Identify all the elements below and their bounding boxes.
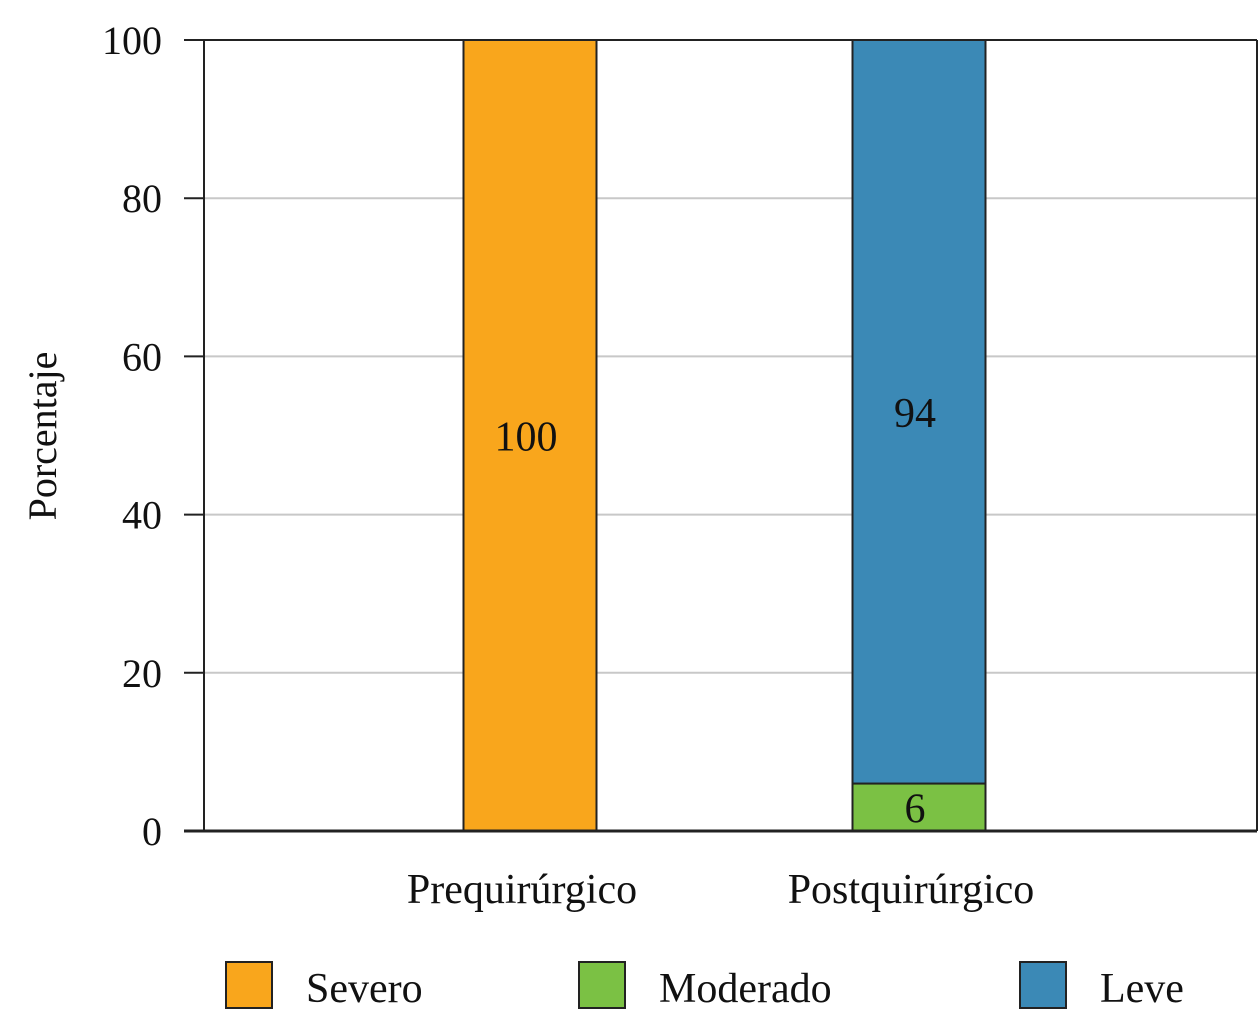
gridlines [204,197,1257,674]
legend: Severo Moderado Leve [225,961,1184,1012]
y-tick-label: 100 [102,18,162,63]
x-axis-categories: Prequirúrgico Postquirúrgico [407,867,1034,913]
x-category-label: Prequirúrgico [407,867,637,913]
bars [462,39,987,832]
data-label: 94 [894,391,936,437]
legend-swatch-moderado [578,961,626,1009]
y-tick-label: 80 [122,176,162,221]
y-axis-title: Porcentaje [20,352,65,521]
y-tick-label: 20 [122,651,162,696]
legend-label: Severo [306,966,423,1012]
data-label: 6 [905,786,926,832]
legend-label: Leve [1100,966,1184,1012]
y-tick-label: 40 [122,493,162,538]
y-tick-label: 0 [142,809,162,854]
legend-swatch-severo [225,961,273,1009]
data-labels: 100 6 94 [495,391,937,833]
legend-label: Moderado [659,966,832,1012]
x-category-label: Postquirúrgico [788,867,1035,913]
bar-leve-1 [851,39,987,785]
y-axis-ticks: 0 20 40 60 80 100 [102,18,204,854]
bar-severo-0 [462,39,598,832]
y-tick-label: 60 [122,334,162,379]
data-label: 100 [495,415,558,461]
legend-swatch-leve [1019,961,1067,1009]
plot-frame [184,39,1258,833]
